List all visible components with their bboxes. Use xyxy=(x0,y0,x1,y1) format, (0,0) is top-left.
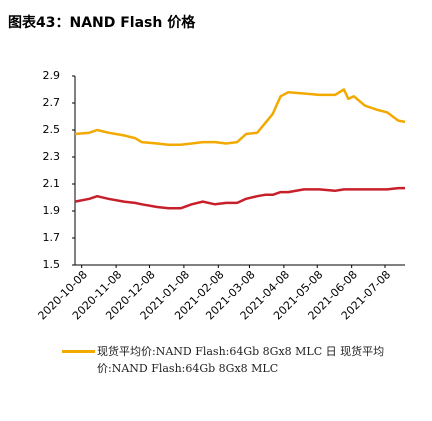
y-tick-label: 2.7 xyxy=(43,96,61,109)
series-line xyxy=(74,88,406,147)
series-line xyxy=(74,186,405,210)
chart-title: 图表43：NAND Flash 价格 xyxy=(8,15,196,31)
chart: 1.51.71.92.12.32.52.72.92020-10-082020-1… xyxy=(36,69,406,322)
y-tick-label: 1.7 xyxy=(43,231,61,244)
y-tick-label: 1.9 xyxy=(43,204,61,217)
y-tick-label: 2.1 xyxy=(43,177,61,190)
y-tick-label: 1.5 xyxy=(43,258,61,271)
y-tick-label: 2.3 xyxy=(43,150,61,163)
legend-marker xyxy=(62,350,95,353)
legend-label: 现货平均价:NAND Flash:64Gb 8Gx8 MLC xyxy=(97,345,385,375)
y-tick-label: 2.5 xyxy=(43,123,61,136)
legend-label: 现货平均价:NAND Flash:64Gb 8Gx8 MLC 日 xyxy=(97,345,337,358)
y-tick-label: 2.9 xyxy=(43,69,61,82)
legend: 现货平均价:NAND Flash:64Gb 8Gx8 MLC 日 现货平均价:N… xyxy=(97,343,415,377)
